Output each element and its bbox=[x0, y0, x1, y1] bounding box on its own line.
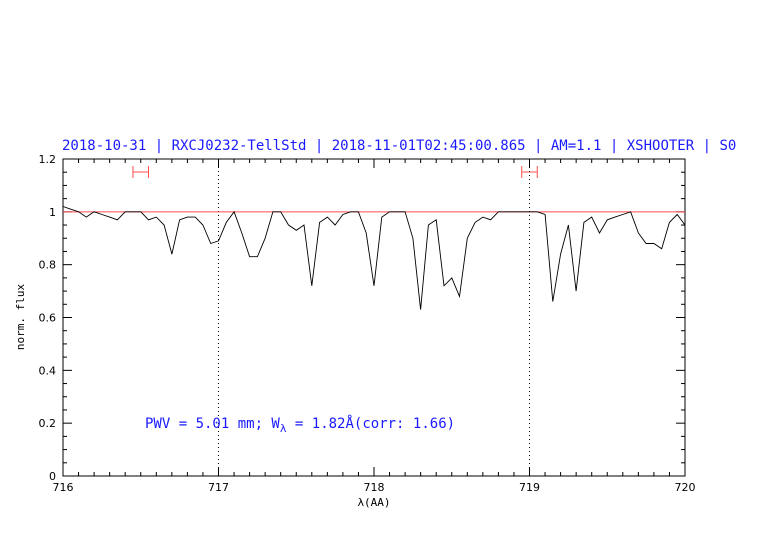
y-tick-label: 0.4 bbox=[39, 364, 57, 377]
y-tick-label: 0.2 bbox=[39, 417, 57, 430]
x-tick-labels: 716 717 718 719 720 bbox=[53, 481, 696, 494]
continuum-window-markers bbox=[132, 166, 538, 178]
x-axis-label: λ(AA) bbox=[357, 496, 390, 509]
x-tick-label: 719 bbox=[519, 481, 540, 494]
y-tick-label: 0.8 bbox=[39, 259, 57, 272]
axis-ticks bbox=[62, 158, 686, 477]
pwv-annotation: PWV = 5.01 mm; Wλ = 1.82Å(corr: 1.66) bbox=[145, 415, 455, 435]
y-tick-label: 1.2 bbox=[39, 153, 57, 166]
chart-title: 2018-10-31 | RXCJ0232-TellStd | 2018-11-… bbox=[62, 138, 736, 154]
y-tick-label: 0.6 bbox=[39, 312, 57, 325]
spectrum-series-line bbox=[62, 206, 686, 310]
y-axis-label: norm. flux bbox=[14, 284, 27, 351]
y-tick-label: 1 bbox=[49, 206, 56, 219]
x-tick-label: 716 bbox=[53, 481, 74, 494]
y-tick-labels: 0 0.2 0.4 0.6 0.8 1 1.2 bbox=[39, 153, 57, 483]
x-tick-label: 720 bbox=[675, 481, 696, 494]
y-tick-label: 0 bbox=[49, 470, 56, 483]
x-tick-label: 718 bbox=[364, 481, 385, 494]
x-tick-label: 717 bbox=[208, 481, 229, 494]
